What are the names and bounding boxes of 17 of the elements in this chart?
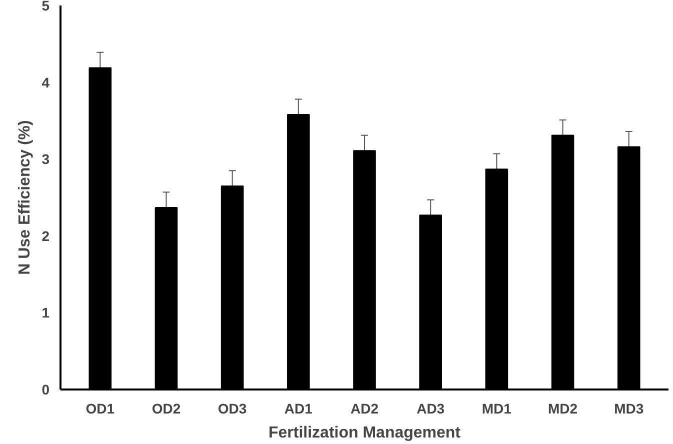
x-tick-label: AD3 — [416, 400, 445, 416]
y-tick-label: 0 — [42, 382, 50, 398]
x-tick-label: AD2 — [350, 400, 379, 416]
y-tick-label: 1 — [42, 304, 50, 321]
x-tick-label: MD2 — [548, 400, 578, 416]
x-tick-label: OD1 — [86, 400, 115, 416]
y-axis-title: N Use Efficiency (%) — [16, 120, 34, 275]
x-tick-label: OD2 — [152, 400, 181, 416]
y-tick-label: 5 — [42, 0, 50, 14]
y-tick-label: 2 — [42, 228, 50, 244]
x-tick-label: OD3 — [218, 400, 247, 416]
x-axis-title: Fertilization Management — [268, 424, 462, 442]
x-tick-label: AD1 — [284, 400, 313, 416]
x-tick-label: MD1 — [482, 400, 512, 416]
x-tick-label: MD3 — [614, 400, 644, 416]
y-tick-label: 3 — [42, 151, 50, 168]
y-tick-label: 4 — [42, 74, 50, 90]
